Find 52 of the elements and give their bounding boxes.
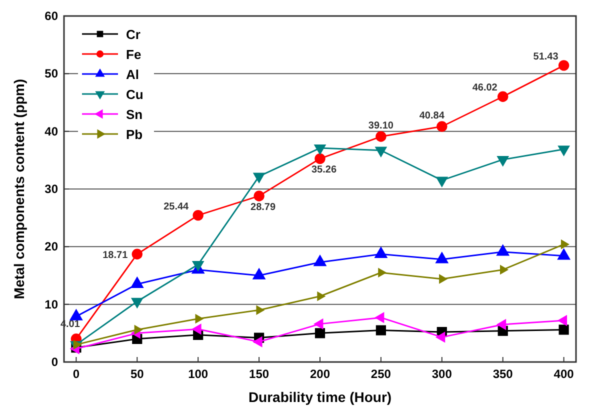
point <box>256 305 265 316</box>
y-tick-label: 50 <box>44 66 58 81</box>
point <box>558 60 570 71</box>
point <box>195 314 204 324</box>
legend-label: Fe <box>126 47 142 62</box>
y-axis-title: Metal components content (ppm) <box>11 78 27 300</box>
data-label: 18.71 <box>102 250 128 262</box>
data-label: 51.43 <box>533 51 559 62</box>
y-tick-label: 20 <box>44 240 58 254</box>
point <box>376 131 386 142</box>
point <box>500 264 509 275</box>
x-tick-label: 350 <box>492 367 514 381</box>
data-label: 35.26 <box>311 164 337 176</box>
y-tick-label: 40 <box>44 124 58 138</box>
x-axis-title: Durability time (Hour) <box>248 389 392 405</box>
legend-label: Cu <box>126 87 144 102</box>
x-tick-label: 150 <box>249 367 270 381</box>
data-label: 40.84 <box>419 110 445 122</box>
x-tick-label: 300 <box>432 367 452 381</box>
legend-label: Cr <box>126 27 140 42</box>
data-label: 39.10 <box>368 120 394 132</box>
point <box>376 325 386 336</box>
y-tick-label: 60 <box>44 9 58 23</box>
point <box>558 324 569 335</box>
x-tick-label: 0 <box>72 367 80 381</box>
point <box>378 268 387 278</box>
data-label: 28.79 <box>250 202 276 213</box>
point <box>436 121 448 132</box>
point <box>132 248 142 260</box>
x-tick-label: 100 <box>188 367 208 381</box>
point <box>314 328 326 338</box>
x-tick-label: 200 <box>310 367 330 381</box>
x-tick-label: 400 <box>554 367 574 381</box>
point <box>560 239 570 250</box>
point <box>73 340 82 350</box>
point <box>498 91 508 102</box>
point <box>439 274 448 284</box>
y-tick-label: 0 <box>51 355 58 369</box>
point <box>254 190 264 202</box>
y-tick-label: 10 <box>44 297 58 312</box>
point <box>192 210 204 221</box>
x-tick-label: 250 <box>370 367 392 381</box>
data-label: 46.02 <box>472 82 498 94</box>
legend-label: Sn <box>126 107 143 122</box>
legend-label: Al <box>126 67 139 82</box>
y-tick-label: 30 <box>44 182 58 196</box>
x-tick-label: 50 <box>130 367 144 381</box>
point <box>317 291 326 302</box>
data-label: 25.44 <box>164 201 190 212</box>
point <box>314 153 326 164</box>
point <box>134 324 143 335</box>
legend-label: Pb <box>126 127 143 142</box>
